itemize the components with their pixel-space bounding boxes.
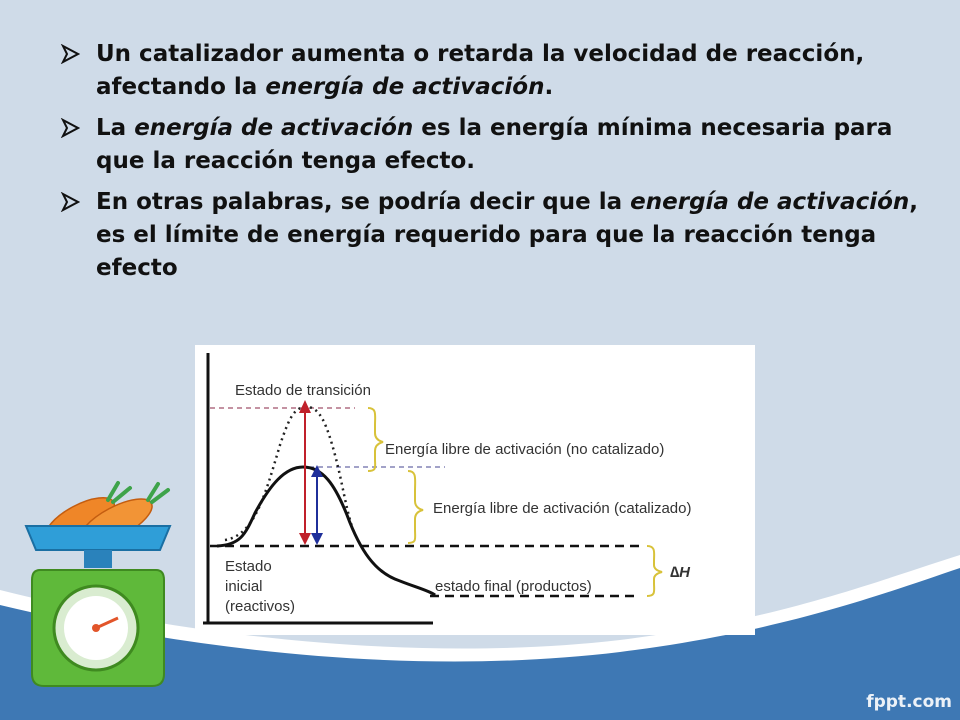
arrowhead-bullet-icon <box>60 44 80 64</box>
delta-h-label: ∆H <box>670 564 691 581</box>
final-state-label: estado final (productos) <box>435 578 592 595</box>
bullet-2: La energía de activación es la energía m… <box>58 112 938 178</box>
diagram-panel <box>195 345 755 635</box>
delta-h-brace <box>646 545 663 597</box>
scale-tray-icon <box>24 525 172 551</box>
bullet-1-text: Un catalizador aumenta o retarda la velo… <box>96 41 865 100</box>
fppt-watermark: fppt.com <box>866 692 952 712</box>
uncatalyzed-brace <box>367 407 384 472</box>
scale-illustration <box>24 481 172 687</box>
initial-state-label-2: inicial <box>225 578 263 595</box>
initial-state-label-1: Estado <box>225 558 272 575</box>
bullet-3: En otras palabras, se podría decir que l… <box>58 186 938 285</box>
catalyzed-curve <box>216 465 436 597</box>
initial-state-label-3: (reactivos) <box>225 598 295 615</box>
catalyzed-brace <box>407 470 424 544</box>
arrowhead-bullet-icon <box>60 192 80 212</box>
uncatalyzed-arrow-head-bottom <box>299 533 311 545</box>
bullet-3-text: En otras palabras, se podría decir que l… <box>96 189 919 281</box>
uncatalyzed-label: Energía libre de activación (no cataliza… <box>385 441 664 458</box>
bottom-wave-blue <box>0 568 960 720</box>
bullet-2-text: La energía de activación es la energía m… <box>96 115 893 174</box>
uncatalyzed-arrow-head-top <box>299 400 311 413</box>
bullet-1: Un catalizador aumenta o retarda la velo… <box>58 38 938 104</box>
transition-state-label: Estado de transición <box>235 382 371 399</box>
catalyzed-arrow-head-bottom <box>311 533 323 545</box>
bullet-list: Un catalizador aumenta o retarda la velo… <box>58 38 938 293</box>
catalyzed-arrow-head-top <box>311 465 323 477</box>
catalyzed-label: Energía libre de activación (catalizado) <box>433 500 691 517</box>
arrowhead-bullet-icon <box>60 118 80 138</box>
energy-diagram: Estado de transición Energía libre de ac… <box>195 345 755 635</box>
